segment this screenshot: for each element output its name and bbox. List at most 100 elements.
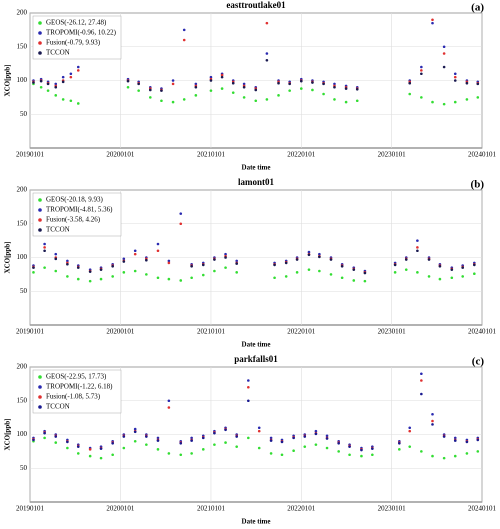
- legend-marker: [38, 405, 42, 409]
- point: [416, 246, 419, 249]
- point: [295, 271, 299, 274]
- point: [167, 452, 171, 455]
- point: [288, 89, 291, 92]
- x-tick-label: 20230101: [378, 328, 407, 336]
- point: [224, 428, 227, 432]
- point: [427, 275, 431, 278]
- point: [54, 269, 58, 273]
- point: [453, 439, 457, 442]
- point: [231, 81, 235, 85]
- point: [277, 94, 280, 97]
- x-tick-label: 20240101: [468, 151, 497, 159]
- point: [348, 453, 351, 457]
- point: [453, 75, 457, 79]
- point: [393, 263, 397, 267]
- panel-label: (b): [471, 179, 485, 191]
- panel-title: easttroutlake01: [226, 0, 286, 10]
- point: [99, 456, 103, 460]
- legend-label: TCCON: [46, 49, 70, 57]
- point: [325, 434, 329, 438]
- point: [126, 79, 130, 83]
- x-tick-label: 20230101: [378, 151, 407, 159]
- point: [194, 82, 198, 86]
- point: [61, 80, 65, 84]
- point: [133, 249, 137, 253]
- point: [111, 441, 114, 445]
- point: [408, 81, 412, 85]
- point: [303, 435, 307, 438]
- y-axis-label: XCO[ppb]: [4, 419, 12, 451]
- x-tick-label: 20220101: [287, 151, 316, 159]
- point: [66, 446, 69, 450]
- point: [201, 263, 205, 267]
- point: [340, 276, 344, 280]
- point: [295, 258, 299, 261]
- point: [247, 385, 250, 389]
- point: [333, 98, 336, 101]
- point: [420, 69, 423, 72]
- point: [220, 73, 224, 77]
- point: [220, 87, 224, 90]
- point: [269, 439, 273, 442]
- point: [145, 273, 148, 276]
- point: [280, 453, 284, 457]
- point: [398, 448, 401, 451]
- point: [69, 75, 73, 79]
- point: [265, 21, 269, 25]
- legend-label: GEOS(-20.18, 9.93): [46, 196, 103, 204]
- point: [88, 279, 92, 283]
- point: [247, 379, 250, 382]
- point: [209, 75, 213, 79]
- point: [66, 262, 69, 266]
- point: [303, 445, 307, 448]
- point: [145, 258, 148, 262]
- point: [133, 430, 137, 434]
- point: [179, 453, 183, 457]
- point: [431, 454, 434, 458]
- point: [431, 423, 434, 426]
- point: [54, 85, 58, 89]
- point: [43, 266, 46, 269]
- point: [156, 276, 160, 280]
- point: [473, 272, 476, 276]
- point: [299, 79, 303, 83]
- point: [273, 263, 276, 267]
- point: [88, 454, 92, 458]
- y-axis-label: XCO[ppb]: [4, 242, 12, 274]
- point: [99, 447, 103, 450]
- y-tick-label: 50: [20, 110, 28, 118]
- point: [43, 436, 46, 440]
- point: [442, 456, 446, 460]
- point: [442, 435, 446, 438]
- point: [393, 271, 397, 274]
- point: [235, 262, 238, 265]
- point: [190, 264, 193, 268]
- point: [99, 277, 103, 281]
- legend-marker: [38, 198, 42, 202]
- y-axis-label: XCO[ppb]: [4, 65, 12, 97]
- legend-marker: [38, 31, 42, 35]
- point: [292, 436, 295, 440]
- point: [122, 257, 126, 261]
- point: [156, 242, 160, 246]
- legend-box: [32, 192, 122, 237]
- point: [39, 85, 43, 89]
- point: [76, 69, 80, 72]
- point: [337, 441, 340, 445]
- x-axis-label: Date time: [242, 164, 271, 172]
- point: [408, 92, 412, 96]
- legend-marker: [38, 395, 42, 399]
- y-tick-label: 100: [17, 253, 28, 261]
- x-tick-label: 20240101: [468, 328, 497, 336]
- point: [213, 258, 216, 261]
- point: [167, 261, 171, 265]
- point: [450, 268, 454, 271]
- legend-label: TCCON: [46, 403, 70, 411]
- point: [122, 435, 126, 438]
- point: [179, 279, 183, 282]
- point: [122, 260, 126, 263]
- point: [167, 259, 171, 263]
- point: [54, 257, 58, 261]
- point: [224, 252, 227, 256]
